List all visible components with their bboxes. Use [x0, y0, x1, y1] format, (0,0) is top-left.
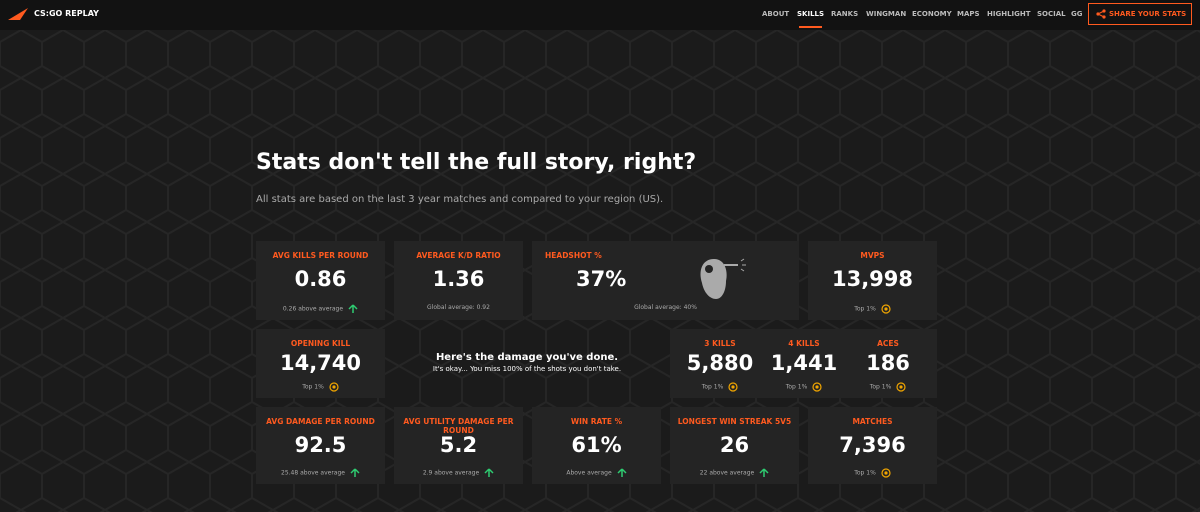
- headshot-icon: [700, 258, 746, 299]
- stat-note: 0.26 above average: [256, 304, 385, 314]
- stat-note-text: Top 1%: [854, 305, 876, 313]
- stat-value: 14,740: [279, 351, 362, 375]
- multi-stat: ACES 186 Top 1%: [838, 329, 938, 398]
- stat-note: 25.48 above average: [256, 468, 385, 478]
- stat-note-text: Global average: 40%: [634, 304, 697, 311]
- stat-card: WIN RATE % 61% Above average: [532, 407, 661, 484]
- share-button[interactable]: SHARE YOUR STATS: [1088, 3, 1192, 25]
- medal-icon: [812, 382, 822, 392]
- message-text: It's okay... You miss 100% of the shots …: [432, 365, 622, 373]
- multi-stat: 4 KILLS 1,441 Top 1%: [754, 329, 854, 398]
- up-arrow: [759, 468, 769, 477]
- message-title: Here's the damage you've done.: [435, 352, 619, 363]
- stat-label: AVG UTILITY DAMAGE PER ROUND: [403, 417, 514, 435]
- stat-value: 1.36: [432, 267, 485, 291]
- stat-note-text: 0.26 above average: [282, 305, 344, 313]
- stat-card: MVPS 13,998 Top 1%: [808, 241, 937, 320]
- stat-label: AVG KILLS PER ROUND: [272, 251, 369, 260]
- stat-label: WIN RATE %: [570, 417, 623, 426]
- logo[interactable]: [8, 8, 28, 20]
- stat-note: 2.9 above average: [394, 468, 523, 478]
- stat-note: Top 1%: [256, 382, 385, 392]
- stat-note-text: 25.48 above average: [281, 469, 345, 477]
- stat-label: HEADSHOT %: [545, 251, 602, 260]
- stat-value: 61%: [571, 433, 622, 457]
- up-arrow: [617, 468, 627, 477]
- brand[interactable]: CS:GO REPLAY: [34, 9, 99, 18]
- stat-label: MVPS: [860, 251, 885, 260]
- stat-value: 92.5: [294, 433, 347, 457]
- stat-card: OPENING KILL 14,740 Top 1%: [256, 329, 385, 398]
- stat-label: 3 KILLS: [704, 339, 736, 348]
- stat-value: 1,441: [770, 351, 838, 375]
- nav-link[interactable]: ABOUT: [762, 10, 790, 18]
- stat-card: LONGEST WIN STREAK 5V5 26 22 above average: [670, 407, 799, 484]
- stat-card: AVG KILLS PER ROUND 0.86 0.26 above averag…: [256, 241, 385, 320]
- stat-note: Top 1%: [808, 304, 937, 314]
- stat-value: 5,880: [686, 351, 754, 375]
- stat-note-text: Top 1%: [869, 383, 892, 391]
- stat-note: Global average: 40%: [532, 304, 799, 311]
- stat-value: 37%: [576, 267, 627, 291]
- stat-card: AVERAGE K/D RATIO 1.36 Global average: 0.9…: [394, 241, 523, 320]
- stat-label: OPENING KILL: [290, 339, 351, 348]
- stat-label: LONGEST WIN STREAK 5V5: [677, 417, 792, 426]
- stat-label: AVERAGE K/D RATIO: [416, 251, 501, 260]
- stat-card: HEADSHOT % 37% Global average: 40%: [532, 241, 799, 320]
- up-arrow: [350, 468, 360, 477]
- stat-note-text: Top 1%: [302, 383, 324, 391]
- stat-note: Global average: 0.92: [394, 304, 523, 311]
- stat-value: 0.86: [294, 267, 347, 291]
- stat-note: 22 above average: [670, 468, 799, 478]
- stat-note: Top 1%: [838, 382, 938, 392]
- stat-note-text: Top 1%: [701, 383, 724, 391]
- stat-note: Top 1%: [754, 382, 854, 392]
- share-icon: [1096, 9, 1106, 19]
- stat-note-text: 22 above average: [699, 469, 755, 477]
- share-label: SHARE YOUR STATS: [1109, 10, 1187, 18]
- nav-link[interactable]: WINGMAN: [866, 10, 907, 18]
- stat-value: 5.2: [439, 433, 478, 457]
- multi-stat-card: 3 KILLS 5,880 Top 1% 4 KILLS 1,441 Top 1% ACES…: [670, 329, 937, 398]
- message: Here's the damage you've done. It's okay…: [394, 352, 660, 373]
- stat-label: MATCHES: [852, 417, 893, 426]
- up-arrow: [484, 468, 494, 477]
- stat-note: Top 1%: [808, 468, 937, 478]
- medal-icon: [728, 382, 738, 392]
- stat-card: MATCHES 7,396 Top 1%: [808, 407, 937, 484]
- medal-icon: [329, 382, 339, 392]
- stat-card: AVG DAMAGE PER ROUND 92.5 25.48 above aver…: [256, 407, 385, 484]
- stat-note-text: Above average: [566, 469, 612, 477]
- hero-title: Stats don't tell the full story, right?: [256, 150, 697, 175]
- stat-label: AVG DAMAGE PER ROUND: [266, 417, 375, 426]
- stat-note: Above average: [532, 468, 661, 478]
- stat-value: 13,998: [831, 267, 914, 291]
- stat-value: 26: [719, 433, 750, 457]
- nav-link[interactable]: SOCIAL: [1037, 10, 1066, 18]
- hero-subtitle: All stats are based on the last 3 year m…: [256, 194, 664, 205]
- up-arrow: [348, 304, 358, 313]
- stat-value: 7,396: [839, 433, 906, 457]
- stat-note-text: 2.9 above average: [422, 469, 480, 477]
- nav-link[interactable]: HIGHLIGHT: [987, 10, 1031, 18]
- nav-link[interactable]: GG: [1071, 10, 1083, 18]
- navbar: CS:GO REPLAY SHARE YOUR STATS ABOUT SKILL…: [0, 0, 1200, 30]
- medal-icon: [881, 304, 891, 314]
- nav-link[interactable]: MAPS: [957, 10, 980, 18]
- stat-note: Top 1%: [670, 382, 770, 392]
- multi-stat: 3 KILLS 5,880 Top 1%: [670, 329, 770, 398]
- stat-card: AVG UTILITY DAMAGE PER ROUND 5.2 2.9 above…: [394, 407, 523, 484]
- stat-label: ACES: [877, 339, 899, 348]
- stat-label: 4 KILLS: [788, 339, 820, 348]
- stat-note-text: Top 1%: [854, 469, 876, 477]
- nav-link[interactable]: RANKS: [831, 10, 859, 18]
- medal-icon: [896, 382, 906, 392]
- stat-note-text: Global average: 0.92: [427, 304, 490, 311]
- nav-link[interactable]: SKILLS: [797, 10, 825, 28]
- stat-value: 186: [866, 351, 910, 375]
- medal-icon: [881, 468, 891, 478]
- stat-note-text: Top 1%: [785, 383, 808, 391]
- nav-link[interactable]: ECONOMY: [912, 10, 952, 18]
